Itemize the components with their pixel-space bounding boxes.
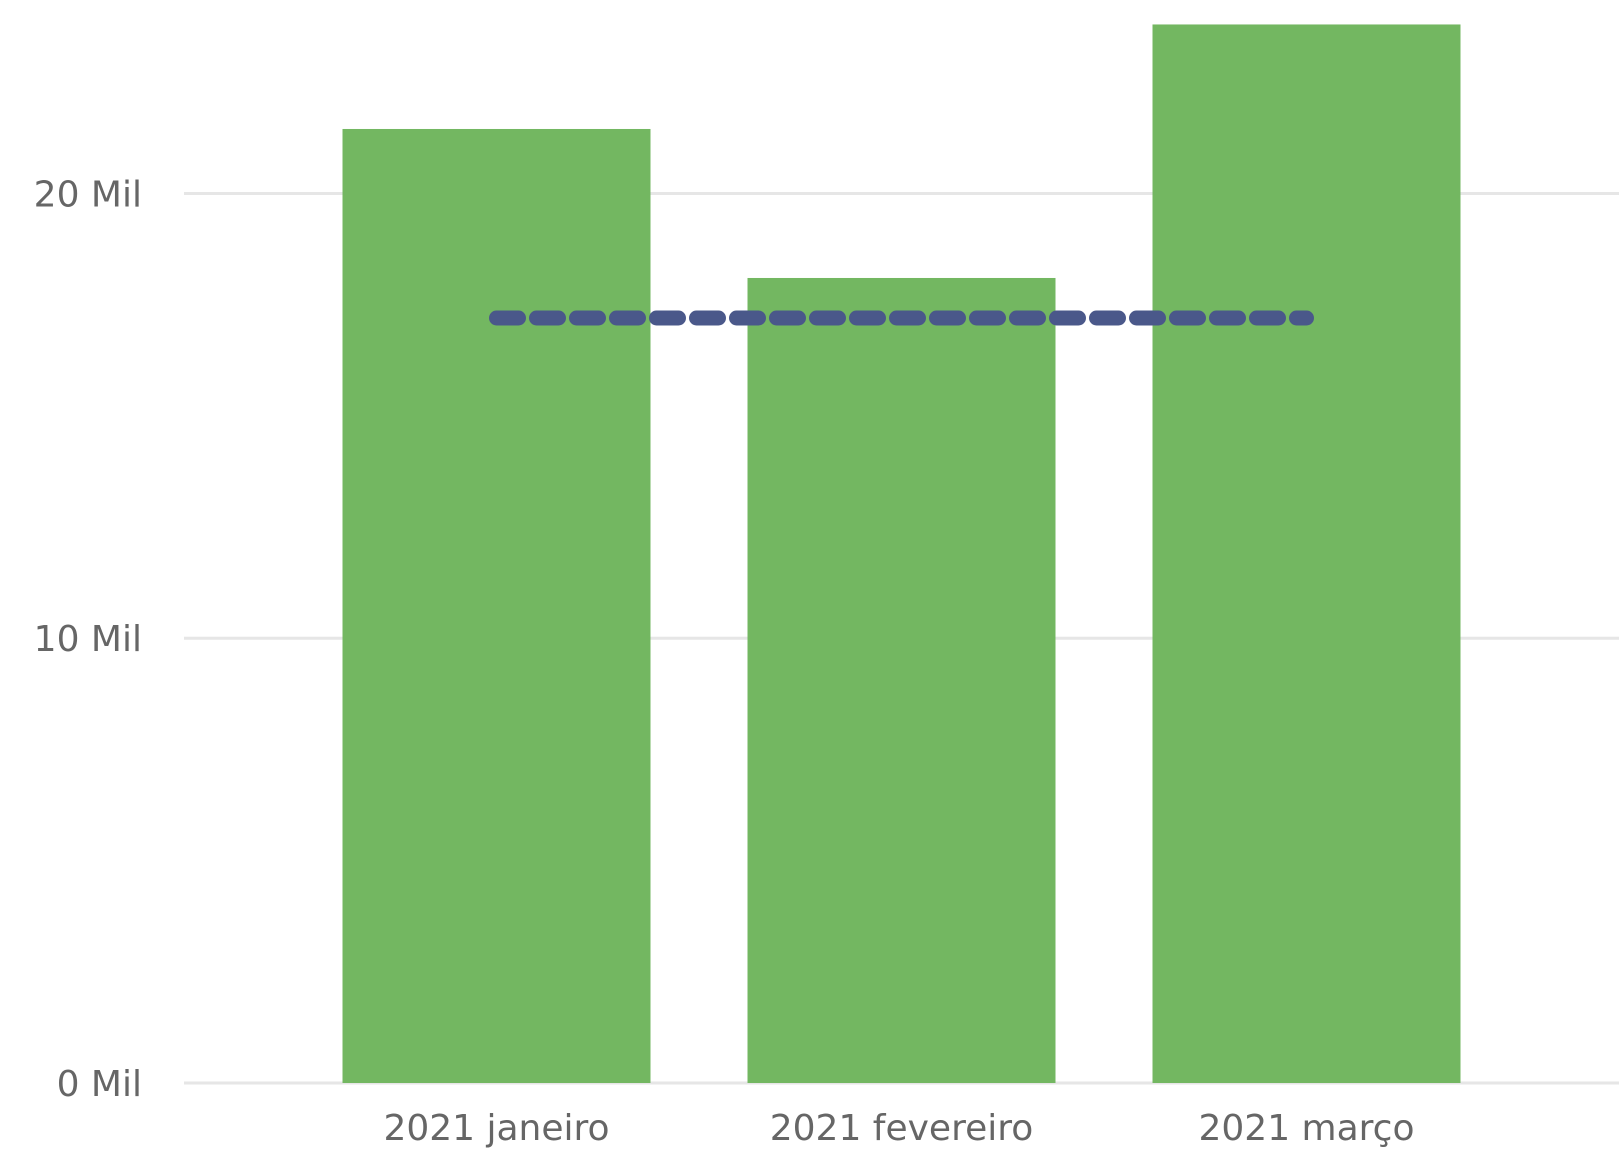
- y-tick-label: 0 Mil: [57, 1064, 142, 1105]
- y-axis-ticks: 0 Mil 10 Mil 20 Mil: [34, 174, 142, 1105]
- y-tick-label: 10 Mil: [34, 619, 142, 660]
- bars: [342, 24, 1461, 1084]
- bar[interactable]: [1152, 24, 1461, 1083]
- bar[interactable]: [747, 277, 1056, 1083]
- x-category-label: 2021 fevereiro: [770, 1108, 1034, 1149]
- x-category-label: 2021 março: [1198, 1108, 1414, 1149]
- y-tick-label: 20 Mil: [34, 174, 142, 215]
- x-axis-labels: 2021 janeiro 2021 fevereiro 2021 março: [383, 1108, 1414, 1149]
- bar[interactable]: [342, 128, 651, 1084]
- x-category-label: 2021 janeiro: [383, 1108, 609, 1149]
